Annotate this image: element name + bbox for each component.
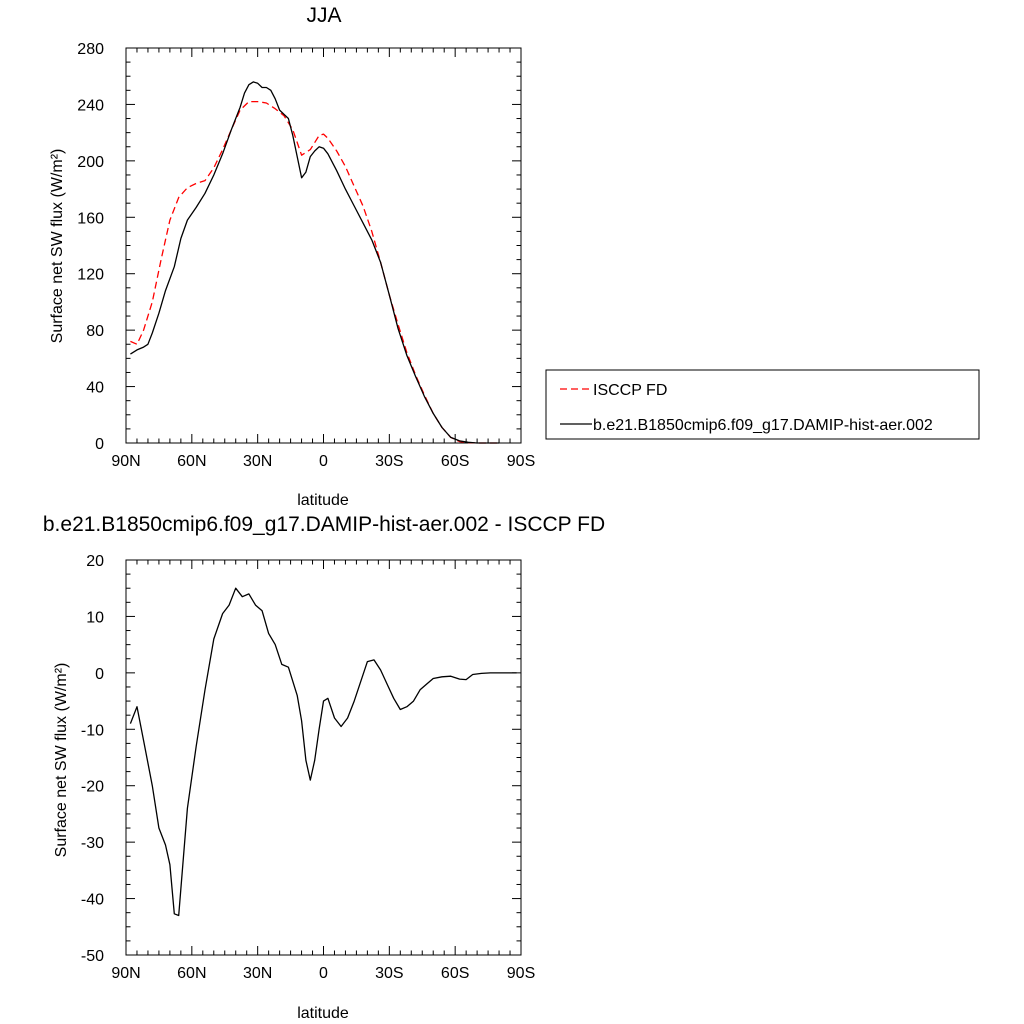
bottom-y-tick-label: 0 [95,666,104,683]
top-x-tick-label: 30N [243,453,272,470]
top-y-tick-label: 200 [77,154,104,171]
top-chart-title: JJA [306,4,341,27]
bottom-x-tick-label: 0 [319,965,328,982]
bottom-plot-area: 90N 60N 30N 0 30S 60S 90S -50 -40 -30 -20 -10 0 10 20 [81,553,535,982]
top-x-tick-label: 30S [375,453,403,470]
bottom-y-tick-label: 20 [86,553,104,570]
top-x-tick-label: 60S [441,453,469,470]
bottom-x-tick-label: 90S [507,965,535,982]
bottom-y-tick-label: -40 [81,892,104,909]
top-x-tick-label: 90S [507,453,535,470]
bottom-y-tick-label: -50 [81,948,104,965]
bottom-y-tick-label: -10 [81,722,104,739]
top-y-tick-label: 120 [77,267,104,284]
top-y-axis-label: Surface net SW flux (W/m²) [49,149,66,344]
legend: ISCCP FD b.e21.B1850cmip6.f09_g17.DAMIP-… [545,369,980,440]
bottom-y-tick-label: -30 [81,835,104,852]
legend-box [545,369,980,440]
top-plot-area: 90N 60N 30N 0 30S 60S 90S 0 40 80 120 160 200 240 280 [77,41,535,470]
top-y-tick-label: 240 [77,97,104,114]
bottom-series-line-0 [129,587,517,917]
bottom-y-tick-label: 10 [86,609,104,626]
top-y-tick-label: 0 [95,436,104,453]
top-x-axis-label: latitude [297,492,349,509]
top-panel: JJA 90N 60N 30N 0 30S 60S 90S 0 40 80 120 160 200 240… [49,4,535,509]
top-y-tick-label: 280 [77,41,104,58]
top-x-tick-label: 60N [177,453,206,470]
top-y-tick-label: 80 [86,323,104,340]
top-series-line-0 [130,100,500,444]
bottom-x-axis-label: latitude [297,1005,349,1022]
top-y-tick-label: 40 [86,380,104,397]
bottom-x-tick-label: 30S [375,965,403,982]
top-plot-frame [125,47,522,444]
bottom-x-tick-label: 90N [111,965,140,982]
bottom-panel: b.e21.B1850cmip6.f09_g17.DAMIP-hist-aer.… [43,513,605,1022]
bottom-x-tick-label: 30N [243,965,272,982]
legend-label-model: b.e21.B1850cmip6.f09_g17.DAMIP-hist-aer.… [593,417,933,434]
bottom-chart-title: b.e21.B1850cmip6.f09_g17.DAMIP-hist-aer.… [43,513,605,536]
top-series-line-1 [130,81,500,444]
bottom-x-tick-label: 60S [441,965,469,982]
legend-label-isccp-fd: ISCCP FD [593,382,667,399]
bottom-plot-frame [125,559,522,956]
top-x-tick-label: 0 [319,453,328,470]
bottom-y-tick-label: -20 [81,779,104,796]
bottom-y-axis-label: Surface net SW flux (W/m²) [53,663,70,858]
bottom-x-tick-label: 60N [177,965,206,982]
top-y-tick-label: 160 [77,210,104,227]
top-x-tick-label: 90N [111,453,140,470]
